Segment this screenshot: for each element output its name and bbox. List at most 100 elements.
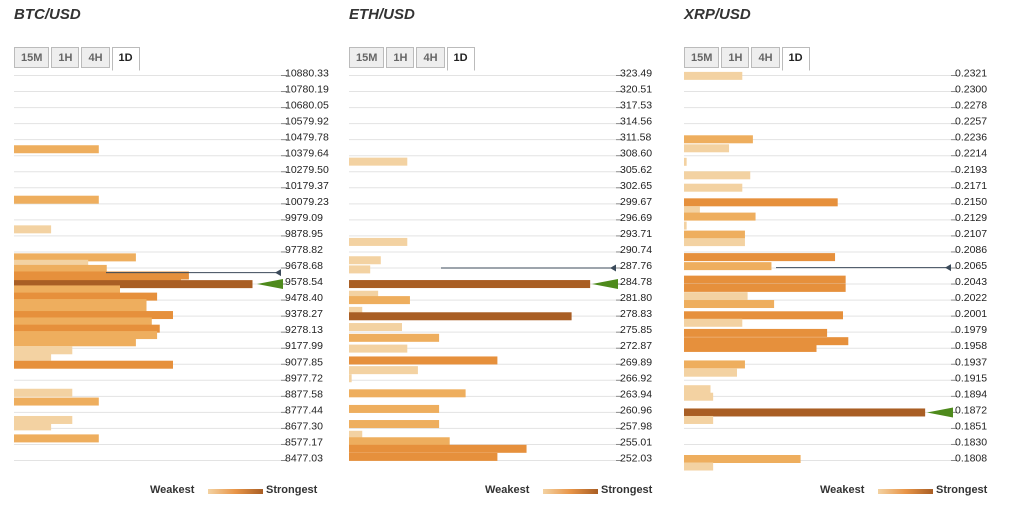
tick-label: 10880.33 bbox=[285, 68, 329, 80]
level-bar bbox=[14, 253, 136, 262]
level-bar bbox=[349, 366, 418, 375]
strength-legend: Weakest Strongest bbox=[349, 484, 663, 498]
level-bar bbox=[14, 415, 73, 424]
chart-title: BTC/USD bbox=[14, 6, 81, 23]
tab-4h[interactable]: 4H bbox=[416, 47, 445, 68]
chart-title: XRP/USD bbox=[684, 6, 751, 23]
tick-label: 8877.58 bbox=[285, 388, 323, 400]
tick-label: 9778.82 bbox=[285, 244, 323, 256]
level-bar bbox=[349, 404, 440, 413]
timeframe-tabs: 15M 1H 4H 1D bbox=[14, 47, 142, 71]
level-bar bbox=[349, 452, 498, 461]
level-bar bbox=[14, 434, 99, 443]
tick-label: 10379.64 bbox=[285, 148, 329, 160]
level-bar bbox=[684, 206, 700, 215]
tab-1d[interactable]: 1D bbox=[781, 47, 810, 71]
level-bar bbox=[349, 265, 371, 274]
level-bar bbox=[684, 135, 753, 144]
tab-1d[interactable]: 1D bbox=[446, 47, 475, 71]
current-price-marker-icon bbox=[610, 264, 616, 272]
level-bar bbox=[684, 157, 687, 166]
tick-label: 314.56 bbox=[620, 116, 652, 128]
tab-1d[interactable]: 1D bbox=[111, 47, 140, 71]
legend-strongest-label: Strongest bbox=[266, 484, 318, 496]
tick-label: 9979.09 bbox=[285, 212, 323, 224]
level-bar bbox=[684, 343, 817, 352]
level-bar bbox=[349, 312, 572, 321]
tab-15m[interactable]: 15M bbox=[14, 47, 50, 68]
tab-4h[interactable]: 4H bbox=[751, 47, 780, 68]
tab-15m[interactable]: 15M bbox=[684, 47, 720, 68]
tick-label: 0.1937 bbox=[955, 356, 987, 368]
tick-label: 0.1915 bbox=[955, 372, 987, 384]
level-bar bbox=[14, 388, 73, 397]
level-bar bbox=[14, 422, 52, 431]
tick-label: 0.1894 bbox=[955, 388, 987, 400]
chart-title: ETH/USD bbox=[349, 6, 415, 23]
confluence-chart: 10880.33 10780.19 10680.05 10579.92 10479.78… bbox=[14, 68, 329, 465]
tab-1h[interactable]: 1H bbox=[51, 47, 80, 68]
level-bar bbox=[349, 306, 363, 315]
tick-label: 323.49 bbox=[620, 68, 652, 80]
tick-label: 10579.92 bbox=[285, 116, 329, 128]
legend-strongest-label: Strongest bbox=[601, 484, 653, 496]
level-bar bbox=[684, 171, 751, 180]
level-bar bbox=[349, 237, 408, 246]
tick-label: 0.2214 bbox=[955, 148, 987, 160]
level-bar bbox=[14, 299, 147, 308]
timeframe-tabs: 15M 1H 4H 1D bbox=[684, 47, 812, 71]
tick-label: 10079.23 bbox=[285, 196, 329, 208]
level-bar bbox=[14, 285, 120, 294]
tick-label: 10279.50 bbox=[285, 164, 329, 176]
tick-label: 266.92 bbox=[620, 372, 652, 384]
level-bar bbox=[14, 225, 52, 234]
level-bar bbox=[684, 253, 836, 262]
level-bar bbox=[14, 292, 158, 301]
tab-1h[interactable]: 1H bbox=[386, 47, 415, 68]
level-bar bbox=[14, 259, 89, 268]
tick-label: 0.2107 bbox=[955, 228, 987, 240]
level-bar bbox=[684, 318, 743, 327]
tick-label: 290.74 bbox=[620, 244, 652, 256]
tick-label: 9378.27 bbox=[285, 308, 323, 320]
level-bar bbox=[349, 256, 381, 265]
level-bar bbox=[684, 408, 926, 417]
level-bar bbox=[349, 430, 363, 439]
level-bar bbox=[684, 385, 711, 394]
tick-label: 8977.72 bbox=[285, 372, 323, 384]
level-bar bbox=[349, 444, 527, 453]
tick-label: 0.2193 bbox=[955, 164, 987, 176]
level-bar bbox=[684, 462, 714, 471]
tab-1h[interactable]: 1H bbox=[721, 47, 750, 68]
level-bar bbox=[684, 360, 745, 369]
level-bar bbox=[684, 262, 772, 271]
tick-label: 0.1979 bbox=[955, 324, 987, 336]
level-bar bbox=[349, 389, 466, 398]
level-bar bbox=[14, 324, 160, 333]
tick-label: 0.1851 bbox=[955, 420, 987, 432]
tick-label: 0.1958 bbox=[955, 340, 987, 352]
chart-panel-xrp-usd: XRP/USD 15M 1H 4H 1D 0.2321 0.2300 0.2278 0.2257… bbox=[684, 0, 1004, 505]
tick-label: 0.1808 bbox=[955, 453, 987, 465]
current-price-marker-icon bbox=[275, 269, 281, 277]
tick-label: 8477.03 bbox=[285, 453, 323, 465]
legend-gradient bbox=[208, 489, 263, 494]
level-bar bbox=[14, 145, 99, 154]
tick-label: 0.2022 bbox=[955, 292, 987, 304]
tick-label: 260.96 bbox=[620, 404, 652, 416]
tick-label: 0.2150 bbox=[955, 196, 987, 208]
level-bar bbox=[349, 323, 402, 332]
strongest-level-arrow-icon bbox=[927, 407, 953, 418]
tick-label: 8777.44 bbox=[285, 404, 323, 416]
legend-gradient bbox=[878, 489, 933, 494]
level-bar bbox=[349, 296, 410, 305]
tick-label: 308.60 bbox=[620, 148, 652, 160]
tick-label: 0.1830 bbox=[955, 436, 987, 448]
level-bar bbox=[684, 415, 714, 424]
tick-label: 9478.40 bbox=[285, 292, 323, 304]
tab-4h[interactable]: 4H bbox=[81, 47, 110, 68]
tick-label: 9077.85 bbox=[285, 356, 323, 368]
level-bar bbox=[14, 195, 99, 204]
tab-15m[interactable]: 15M bbox=[349, 47, 385, 68]
chart-panel-btc-usd: BTC/USD 15M 1H 4H 1D 10880.33 10780.19 10680.05… bbox=[14, 0, 334, 505]
